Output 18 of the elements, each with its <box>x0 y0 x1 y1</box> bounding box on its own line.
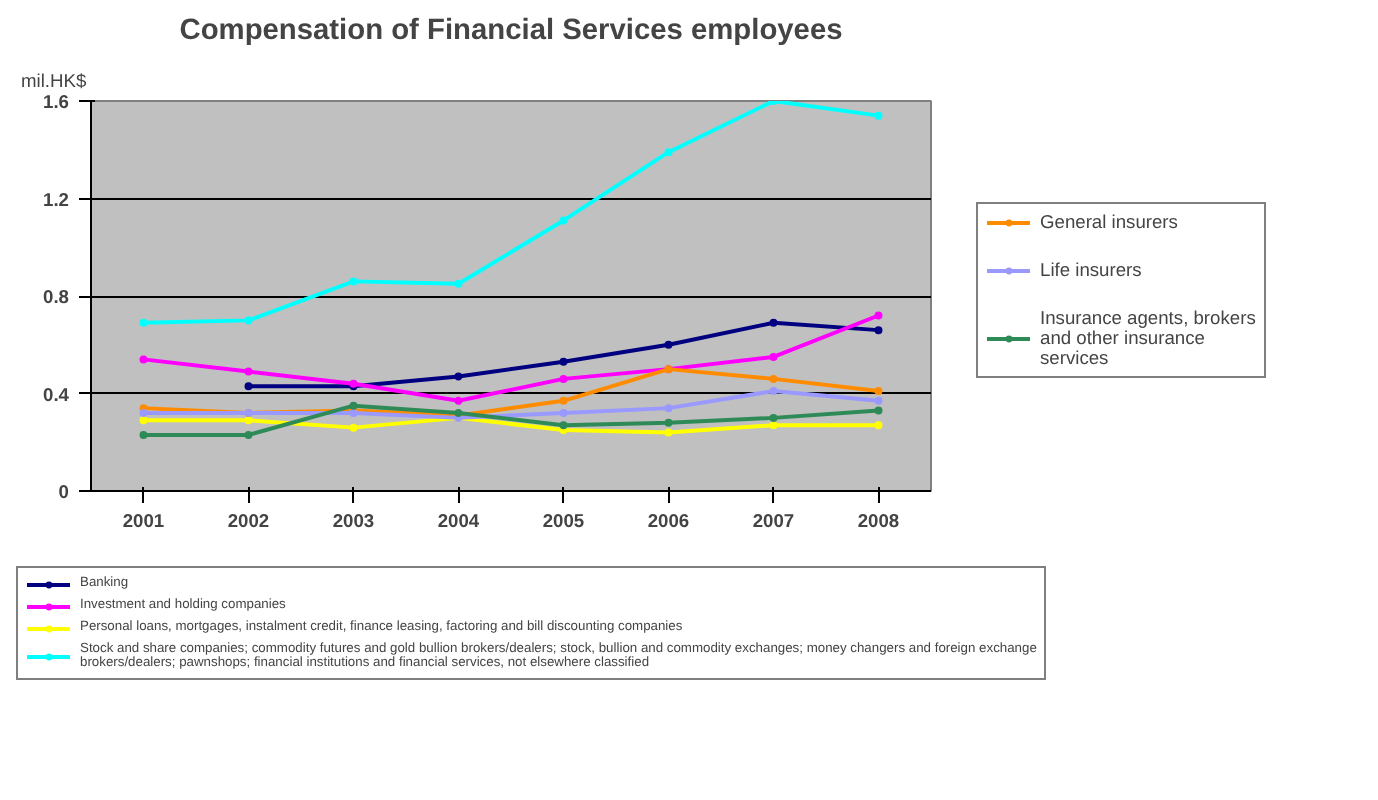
legend-label: Life insurers <box>1040 260 1142 280</box>
chart-title: Compensation of Financial Services employees <box>179 15 843 47</box>
y-axis-title: mil.HK$ <box>21 71 88 91</box>
x-tick-label: 2001 <box>122 511 165 531</box>
x-tick-label: 2003 <box>332 511 375 531</box>
y-tick-label: 0.8 <box>43 287 69 307</box>
legend-label: Insurance agents, brokers and other insurance services <box>1040 308 1256 368</box>
y-tick-label: 1.2 <box>43 189 69 210</box>
y-tick-label: 1.6 <box>43 92 69 112</box>
x-tick-label: 2005 <box>542 511 585 531</box>
x-tick-label: 2007 <box>752 511 795 531</box>
y-tick-label: 0.4 <box>43 384 71 405</box>
legend-label: General insurers <box>1040 212 1178 232</box>
y-tick-label: 0 <box>58 482 70 502</box>
x-tick-label: 2008 <box>857 511 900 531</box>
x-tick-label: 2002 <box>227 511 270 531</box>
x-tick-label: 2004 <box>437 511 481 531</box>
x-tick-label: 2006 <box>647 511 690 531</box>
